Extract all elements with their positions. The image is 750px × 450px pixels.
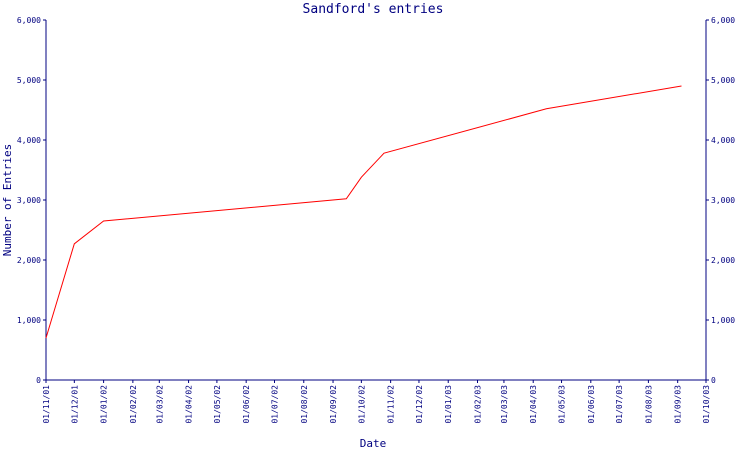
x-tick-label: 01/12/02 — [415, 385, 424, 424]
y-tick-label-right: 0 — [711, 376, 716, 385]
y-tick-label-right: 2,000 — [711, 256, 735, 265]
x-tick-label: 01/12/01 — [70, 385, 79, 424]
y-tick-label-right: 4,000 — [711, 136, 735, 145]
x-tick-label: 01/09/02 — [329, 385, 338, 424]
y-tick-label-right: 6,000 — [711, 16, 735, 25]
x-tick-label: 01/05/02 — [213, 385, 222, 424]
x-tick-label: 01/08/03 — [644, 385, 653, 424]
y-tick-label-left: 1,000 — [17, 316, 41, 325]
x-tick-label: 01/04/02 — [185, 385, 194, 424]
y-axis-right: 0 1,000 2,000 3,000 4,000 5,000 6,000 — [706, 16, 735, 385]
y-tick-label-left: 5,000 — [17, 76, 41, 85]
x-tick-label: 01/03/03 — [500, 385, 509, 424]
x-tick-label: 01/02/03 — [474, 385, 483, 424]
x-tick-label: 01/01/02 — [100, 385, 109, 424]
x-tick-label: 01/06/02 — [242, 385, 251, 424]
x-tick-label: 01/11/01 — [42, 385, 51, 424]
y-tick-label-left: 3,000 — [17, 196, 41, 205]
y-tick-label-left: 0 — [36, 376, 41, 385]
series-line — [45, 85, 682, 339]
x-tick-label: 01/04/03 — [529, 385, 538, 424]
x-tick-label: 01/09/03 — [674, 385, 683, 424]
x-axis: 01/11/01 01/12/01 01/01/02 01/02/02 01/03/02… — [42, 380, 711, 424]
x-tick-label: 01/11/02 — [387, 385, 396, 424]
y-tick-label-left: 2,000 — [17, 256, 41, 265]
chart-title: Sandford's entries — [303, 2, 444, 17]
y-tick-label-left: 4,000 — [17, 136, 41, 145]
x-tick-label: 01/08/02 — [300, 385, 309, 424]
x-tick-label: 01/07/03 — [615, 385, 624, 424]
x-tick-label: 01/10/03 — [702, 385, 711, 424]
x-tick-label: 01/03/02 — [155, 385, 164, 424]
x-tick-label: 01/06/03 — [587, 385, 596, 424]
x-axis-label: Date — [360, 437, 387, 450]
y-tick-label-right: 1,000 — [711, 316, 735, 325]
y-tick-label-right: 3,000 — [711, 196, 735, 205]
x-tick-label: 01/10/02 — [357, 385, 366, 424]
y-tick-label-right: 5,000 — [711, 76, 735, 85]
x-tick-label: 01/07/02 — [270, 385, 279, 424]
x-tick-label: 01/05/03 — [558, 385, 567, 424]
y-axis-left: 0 1,000 2,000 3,000 4,000 5,000 6,000 — [17, 16, 46, 385]
x-tick-label: 01/01/03 — [444, 385, 453, 424]
x-tick-label: 01/02/02 — [129, 385, 138, 424]
y-axis-label: Number of Entries — [1, 144, 14, 257]
series-group — [45, 85, 682, 339]
plot-area — [45, 20, 707, 381]
y-tick-label-left: 6,000 — [17, 16, 41, 25]
